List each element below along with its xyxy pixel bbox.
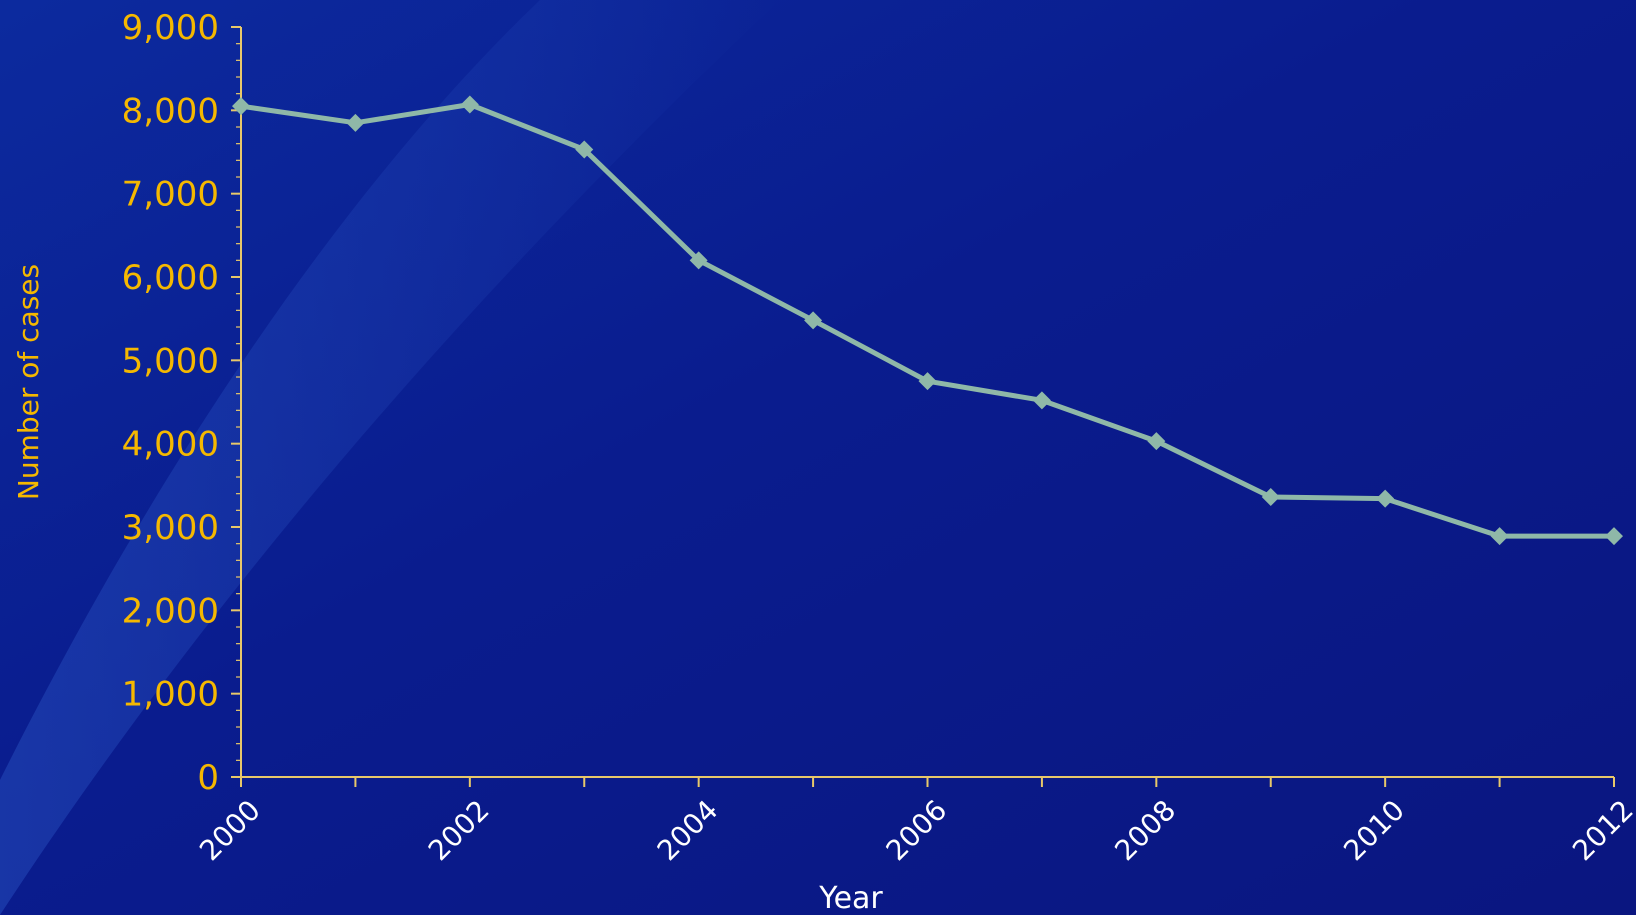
- data-point-marker: [232, 97, 250, 116]
- x-axis-label: Year: [818, 881, 883, 915]
- y-tick-label: 6,000: [122, 258, 219, 298]
- background-sheen: [0, 0, 780, 915]
- data-point-marker: [1490, 527, 1509, 546]
- y-axis-label: Number of cases: [12, 264, 45, 500]
- axes: [231, 26, 1615, 787]
- data-point-marker: [1376, 489, 1395, 508]
- y-tick-label: 5,000: [122, 341, 219, 381]
- data-point-marker: [804, 311, 823, 330]
- data-point-marker: [689, 251, 708, 270]
- y-tick-label: 3,000: [122, 508, 219, 548]
- y-tick-label: 0: [197, 758, 219, 798]
- y-tick-label: 4,000: [122, 425, 219, 465]
- y-tick-label: 9,000: [122, 8, 219, 48]
- data-point-marker: [1261, 488, 1280, 506]
- data-point-marker: [346, 113, 365, 132]
- series-markers: [232, 95, 1623, 546]
- data-point-marker: [575, 140, 594, 159]
- data-point-marker: [1147, 432, 1166, 451]
- y-tick-label: 1,000: [122, 675, 219, 715]
- data-point-marker: [918, 372, 937, 391]
- y-tick-label: 8,000: [122, 91, 219, 131]
- y-tick-label: 2,000: [122, 591, 219, 631]
- y-tick-labels: 0 1,000 2,000 3,000 4,000 5,000 6,000 7,000 8,00…: [122, 8, 219, 798]
- data-point-marker: [1032, 391, 1051, 410]
- y-tick-label: 7,000: [122, 175, 219, 215]
- data-point-marker: [1605, 527, 1623, 546]
- data-point-marker: [460, 95, 479, 114]
